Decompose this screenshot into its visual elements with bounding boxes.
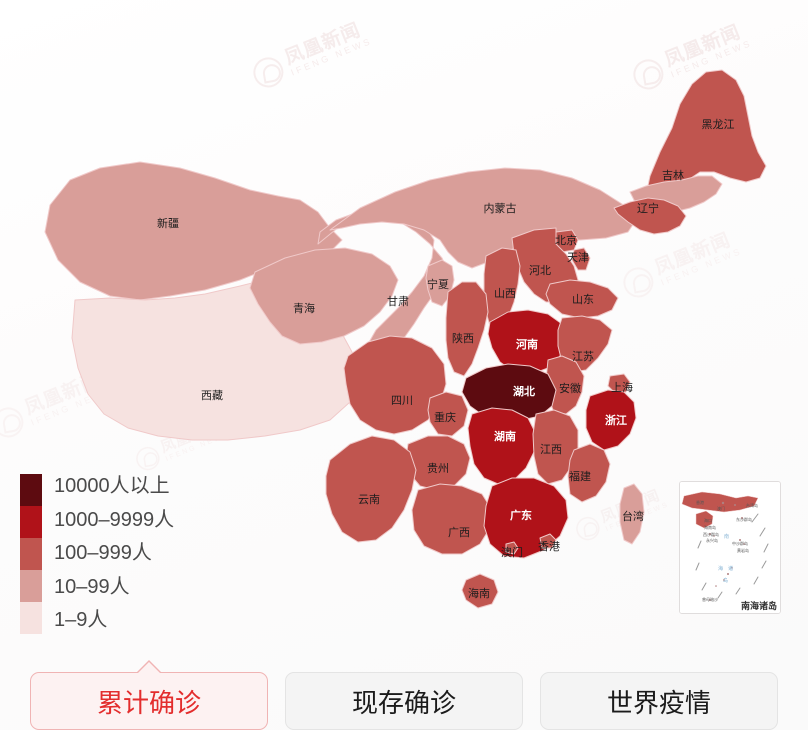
map-legend: 10000人以上 1000–9999人 100–999人 10–99人 1–9人: [20, 474, 174, 634]
province-jiangsu[interactable]: [557, 315, 613, 373]
south-china-sea-inset[interactable]: 香港 澳门 台湾岛 东沙群岛 海口 海南岛 西沙群岛 永兴岛 中沙群岛 黄岩岛 …: [679, 481, 781, 614]
province-label: 四川: [391, 395, 413, 407]
province-yunnan[interactable]: [325, 435, 417, 543]
province-label: 贵州: [427, 462, 449, 475]
inset-label: 西沙群岛: [703, 531, 719, 537]
province-jiangxi[interactable]: [532, 409, 579, 485]
legend-label: 100–999人: [54, 542, 152, 564]
inset-label: 东沙群岛: [736, 516, 752, 522]
province-label: 广西: [448, 526, 470, 539]
inset-mainland-shape: [681, 491, 759, 513]
province-shanghai[interactable]: [607, 373, 631, 395]
province-label: 山西: [494, 287, 516, 300]
province-label: 北京: [555, 233, 577, 247]
province-label: 内蒙古: [484, 201, 517, 215]
province-label: 云南: [358, 493, 380, 506]
province-label: 香港: [538, 540, 560, 553]
tab-label: 现存确诊: [351, 687, 456, 718]
province-macau[interactable]: [505, 541, 519, 555]
sea-char: 诸: [728, 566, 733, 572]
inset-title: 南海诸岛: [741, 600, 777, 611]
province-label: 上海: [611, 380, 633, 394]
province-label: 西藏: [201, 389, 223, 402]
province-label: 江西: [540, 443, 562, 456]
inset-label: 台湾岛: [746, 502, 758, 508]
sea-char: 南: [724, 533, 729, 540]
province-label: 广东: [510, 508, 532, 522]
province-label: 澳门: [501, 545, 523, 559]
inset-hainan-shape: [695, 510, 714, 529]
province-label: 湖北: [513, 384, 535, 398]
province-label: 吉林: [662, 168, 684, 182]
china-choropleth-map[interactable]: 黑龙江吉林辽宁 内蒙古新疆北京天津河北宁夏山西 山东 甘肃 青海陕西 河南江苏湖北 安徽 上海…: [0, 0, 808, 655]
province-shandong[interactable]: [545, 279, 619, 319]
inset-label: 海南岛: [704, 524, 716, 530]
nine-dash-line: [695, 513, 769, 599]
province-chongqing[interactable]: [427, 391, 469, 437]
tab-current-confirmed[interactable]: 现存确诊: [285, 672, 523, 730]
province-qinghai[interactable]: [249, 247, 399, 345]
legend-label-list: 10000人以上 1000–9999人 100–999人 10–99人 1–9人: [54, 474, 174, 634]
sea-char: 岛: [723, 577, 728, 584]
inset-island-dots: [709, 501, 745, 601]
inset-label: 永兴岛: [706, 537, 718, 543]
province-sichuan[interactable]: [343, 335, 447, 435]
legend-label: 10–99人: [54, 575, 130, 598]
province-shaanxi[interactable]: [445, 281, 489, 377]
inset-label: 澳门: [717, 505, 725, 511]
legend-label: 1–9人: [54, 609, 108, 631]
inset-label: 香港: [696, 499, 704, 505]
sea-char: 海: [718, 565, 723, 572]
province-taiwan[interactable]: [619, 483, 645, 545]
province-label: 福建: [569, 469, 591, 483]
inset-label: 海口: [704, 517, 712, 523]
legend-label: 10000人以上: [54, 475, 170, 497]
province-label: 黑龙江: [702, 118, 735, 131]
province-shapes: [44, 69, 767, 609]
legend-color-bar: [20, 474, 42, 634]
tab-pointer-inner-icon: [136, 662, 162, 675]
province-label: 宁夏: [427, 277, 449, 291]
province-label: 湖南: [494, 429, 516, 443]
inset-labels: 香港 澳门 台湾岛 东沙群岛 海口 海南岛 西沙群岛 永兴岛 中沙群岛 黄岩岛 …: [696, 499, 758, 602]
legend-label: 1000–9999人: [54, 508, 175, 531]
province-label: 海南: [468, 586, 490, 600]
province-label: 河北: [529, 264, 551, 277]
inset-label: 黄岩岛: [737, 547, 749, 553]
province-label: 甘肃: [387, 295, 409, 308]
province-hubei[interactable]: [461, 363, 557, 421]
province-label: 陕西: [452, 331, 474, 345]
province-label: 天津: [567, 251, 589, 264]
province-guangxi[interactable]: [411, 483, 493, 555]
tab-label: 世界疫情: [606, 687, 711, 718]
province-fujian[interactable]: [567, 443, 611, 503]
province-label: 新疆: [157, 216, 179, 230]
province-label: 山东: [572, 293, 594, 306]
province-hainan[interactable]: [461, 573, 499, 609]
province-hongkong[interactable]: [539, 533, 557, 549]
province-label: 辽宁: [637, 201, 659, 215]
province-label: 重庆: [434, 410, 456, 424]
province-label: 青海: [293, 301, 315, 315]
province-label: 浙江: [605, 413, 627, 427]
tab-cumulative-confirmed[interactable]: 累计确诊: [30, 660, 268, 730]
province-tianjin[interactable]: [571, 247, 591, 271]
tab-label: 累计确诊: [96, 687, 201, 718]
province-label: 台湾: [622, 509, 644, 523]
inset-label: 曾母暗沙: [702, 596, 718, 602]
tab-world-epidemic[interactable]: 世界疫情: [540, 672, 778, 730]
province-label: 安徽: [559, 381, 581, 395]
province-label: 河南: [516, 337, 538, 351]
province-inner-mongolia[interactable]: [329, 167, 637, 269]
tab-bar: 累计确诊 现存确诊 世界疫情: [0, 660, 808, 730]
province-ningxia[interactable]: [425, 259, 455, 307]
inset-sea-name: 南 海 诸 岛: [718, 533, 733, 584]
province-label: 江苏: [572, 350, 594, 363]
province-zhejiang[interactable]: [585, 389, 637, 451]
province-hunan[interactable]: [467, 407, 537, 485]
inset-label: 中沙群岛: [732, 540, 748, 546]
province-liaoning[interactable]: [613, 197, 687, 235]
